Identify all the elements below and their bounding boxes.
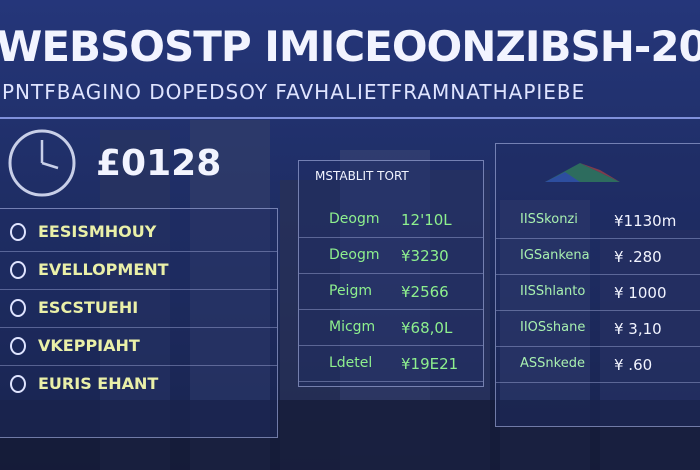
table-panel: MSTABLIT TORT Deogm 12'10L Deogm ¥3230 Peigm… [298,160,484,387]
separator [496,346,700,347]
menu-icon [10,375,26,393]
row-value: ¥1130m [614,212,677,230]
separator [0,251,277,252]
separator [299,381,483,382]
row-value: ¥ 3,10 [614,320,662,338]
menu-icon [10,223,26,241]
menu-icon [10,337,26,355]
menu-item[interactable]: ESCSTUEHI [38,298,139,317]
separator [0,365,277,366]
separator [0,327,277,328]
row-value: ¥ 1000 [614,284,667,302]
row-label: IIOSshane [520,320,586,335]
row-value: ¥19E21 [401,355,459,373]
row-label: IGSankena [520,248,590,263]
row-label: Micgm [329,319,376,335]
menu-item[interactable]: EURIS EHANT [38,374,159,393]
row-label: Deogm [329,247,380,263]
separator [496,382,700,383]
table-header: MSTABLIT TORT [315,169,409,183]
subtitle: PNTFBAGINO DOPEDSOY FAVHALIETFRAMNATHAPI… [2,80,586,104]
menu-panel: EESISMHOUY EVELLOPMENT ESCSTUEHI VKEPPIAHT E… [0,208,278,438]
row-label: IISSkonzi [520,212,578,227]
row-label: Deogm [329,211,380,227]
separator [496,238,700,239]
row-value: ¥ .60 [614,356,653,374]
menu-icon [10,299,26,317]
row-label: IISShlanto [520,284,586,299]
separator [299,237,483,238]
row-value: ¥3230 [401,247,449,265]
title: WEBSOSTP IMICEOONZIBSH-20C [0,22,700,71]
separator [299,273,483,274]
separator [299,345,483,346]
separator [0,289,277,290]
menu-icon [10,261,26,279]
separator [299,309,483,310]
menu-item[interactable]: VKEPPIAHT [38,336,140,355]
row-value: ¥68,0L [401,319,453,337]
row-label: Ldetel [329,355,373,371]
menu-item[interactable]: EESISMHOUY [38,222,157,241]
row-value: ¥ .280 [614,248,662,266]
separator [496,310,700,311]
separator [496,274,700,275]
menu-item[interactable]: EVELLOPMENT [38,260,169,279]
side-panel: IISSkonzi ¥1130m IGSankena ¥ .280 IISShlanto… [495,143,700,427]
row-value: ¥2566 [401,283,449,301]
clock-value: £0128 [96,143,222,184]
row-value: 12'10L [401,211,452,229]
row-label: ASSnkede [520,356,585,371]
row-label: Peigm [329,283,372,299]
